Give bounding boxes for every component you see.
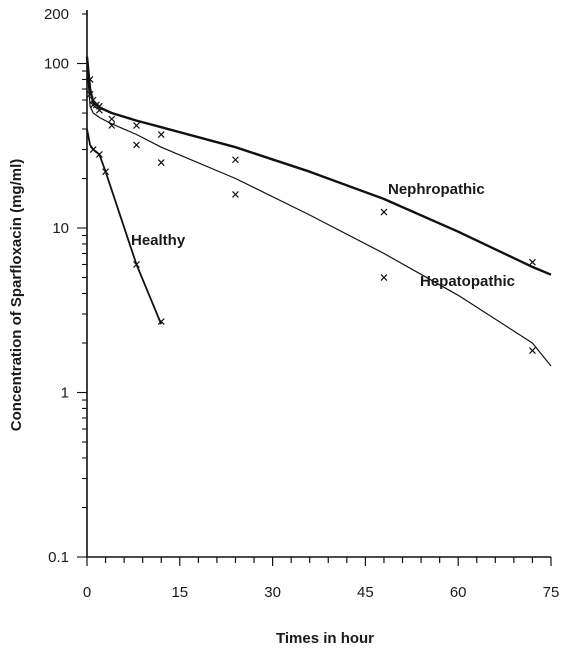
data-point-hepatopathic — [380, 274, 388, 281]
series-label-nephropathic: Nephropathic — [388, 181, 485, 198]
data-point-hepatopathic — [108, 122, 116, 129]
data-point-stroke — [380, 274, 388, 281]
data-point-nephropathic — [133, 122, 140, 129]
y-tick-label: 100 — [44, 56, 69, 73]
data-point-nephropathic — [529, 258, 536, 266]
data-point-stroke — [232, 191, 239, 198]
data-point-stroke — [89, 101, 97, 109]
data-point-nephropathic — [232, 156, 239, 164]
x-tick-label: 60 — [450, 584, 467, 601]
x-tick-label: 15 — [171, 584, 188, 601]
data-point-stroke — [86, 90, 94, 98]
data-point-stroke — [133, 122, 140, 129]
data-point-stroke — [157, 159, 165, 166]
data-point-stroke — [157, 318, 165, 325]
data-point-stroke — [133, 141, 140, 149]
data-point-stroke — [133, 261, 140, 268]
data-point-stroke — [108, 122, 116, 129]
data-point-hepatopathic — [95, 106, 103, 114]
x-tick-label: 45 — [357, 584, 374, 601]
data-point-stroke — [95, 106, 103, 114]
series-line-healthy — [86, 128, 163, 325]
data-point-hepatopathic — [86, 90, 94, 98]
data-point-healthy — [133, 261, 140, 268]
y-tick-label: 200 — [44, 6, 69, 23]
data-point-stroke — [108, 115, 116, 123]
data-point-hepatopathic — [232, 191, 239, 198]
data-point-healthy — [89, 146, 97, 153]
data-point-nephropathic — [157, 131, 165, 138]
data-point-stroke — [529, 258, 536, 266]
series-label-healthy: Healthy — [131, 232, 186, 249]
x-tick-label: 0 — [83, 584, 91, 601]
data-point-nephropathic — [89, 96, 97, 104]
y-tick-label: 10 — [52, 220, 69, 237]
data-point-stroke — [232, 156, 239, 164]
y-tick-label: 1 — [61, 385, 69, 402]
data-point-stroke — [92, 101, 100, 109]
data-point-healthy — [95, 151, 103, 158]
y-axis-title: Concentration of Sparfloxacin (mg/ml) — [8, 159, 25, 432]
axes: 0 15 30 45 60 75 0.1 1 10 100 200 — [44, 6, 559, 601]
data-point-stroke — [157, 131, 165, 138]
data-point-nephropathic — [108, 115, 116, 123]
y-tick-label: 0.1 — [48, 549, 69, 566]
data-point-nephropathic — [380, 208, 388, 216]
data-point-healthy — [102, 168, 109, 176]
data-point-hepatopathic — [529, 347, 536, 354]
data-point-stroke — [95, 151, 103, 158]
data-point-stroke — [102, 168, 109, 176]
data-point-hepatopathic — [157, 159, 165, 166]
x-tick-label: 75 — [543, 584, 560, 601]
data-point-stroke — [89, 96, 97, 104]
data-point-hepatopathic — [89, 101, 97, 109]
data-point-stroke — [529, 347, 536, 354]
series-layer — [85, 56, 552, 367]
x-axis-title: Times in hour — [276, 630, 374, 647]
data-point-healthy — [157, 318, 165, 325]
data-point-stroke — [89, 146, 97, 153]
data-point-hepatopathic — [133, 141, 140, 149]
data-point-stroke — [380, 208, 388, 216]
series-line-hepatopathic — [86, 67, 552, 367]
series-label-hepatopathic: Hepatopathic — [420, 273, 515, 290]
x-tick-label: 30 — [264, 584, 281, 601]
